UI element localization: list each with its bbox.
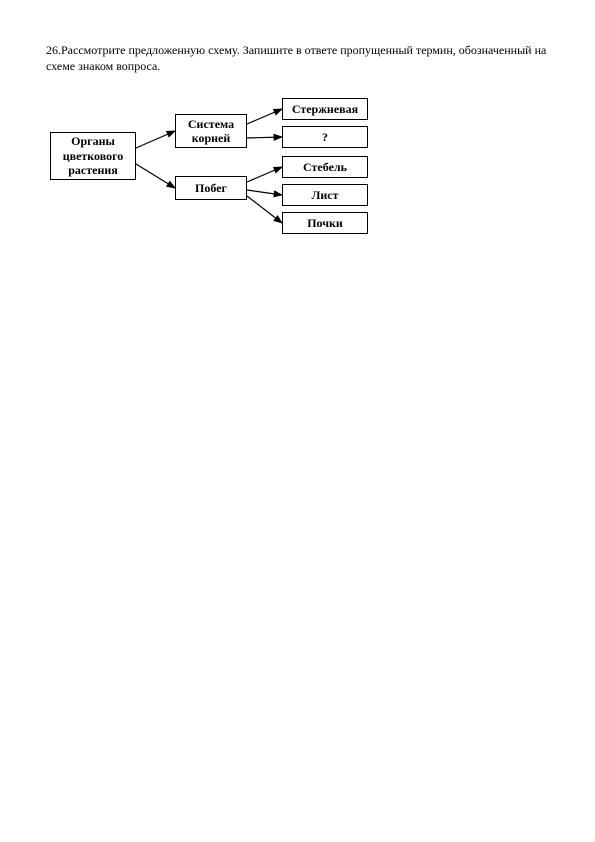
diagram-root-text: Органы цветкового растения bbox=[63, 134, 124, 177]
mid1-line2: корней bbox=[192, 131, 231, 145]
diagram-leaf5-text: Почки bbox=[307, 216, 343, 230]
diagram-leaf4-text: Лист bbox=[311, 188, 338, 202]
root-line3: растения bbox=[68, 163, 118, 177]
diagram-mid1-box: Система корней bbox=[175, 114, 247, 148]
diagram-leaf5-box: Почки bbox=[282, 212, 368, 234]
diagram-leaf1-box: Стержневая bbox=[282, 98, 368, 120]
diagram-leaf1-text: Стержневая bbox=[292, 102, 358, 116]
root-line2: цветкового bbox=[63, 149, 124, 163]
diagram-mid2-text: Побег bbox=[195, 181, 227, 195]
diagram-root-box: Органы цветкового растения bbox=[50, 132, 136, 180]
root-line1: Органы bbox=[71, 134, 115, 148]
page: 26.Рассмотрите предложенную схему. Запиш… bbox=[0, 0, 595, 842]
diagram-leaf4-box: Лист bbox=[282, 184, 368, 206]
diagram-leaf2-text: ? bbox=[322, 130, 328, 144]
diagram-leaf3-box: Стебель bbox=[282, 156, 368, 178]
mid1-line1: Система bbox=[188, 117, 234, 131]
diagram-mid2-box: Побег bbox=[175, 176, 247, 200]
diagram-leaf2-box: ? bbox=[282, 126, 368, 148]
diagram-mid1-text: Система корней bbox=[188, 117, 234, 146]
diagram-leaf3-text: Стебель bbox=[303, 160, 347, 174]
